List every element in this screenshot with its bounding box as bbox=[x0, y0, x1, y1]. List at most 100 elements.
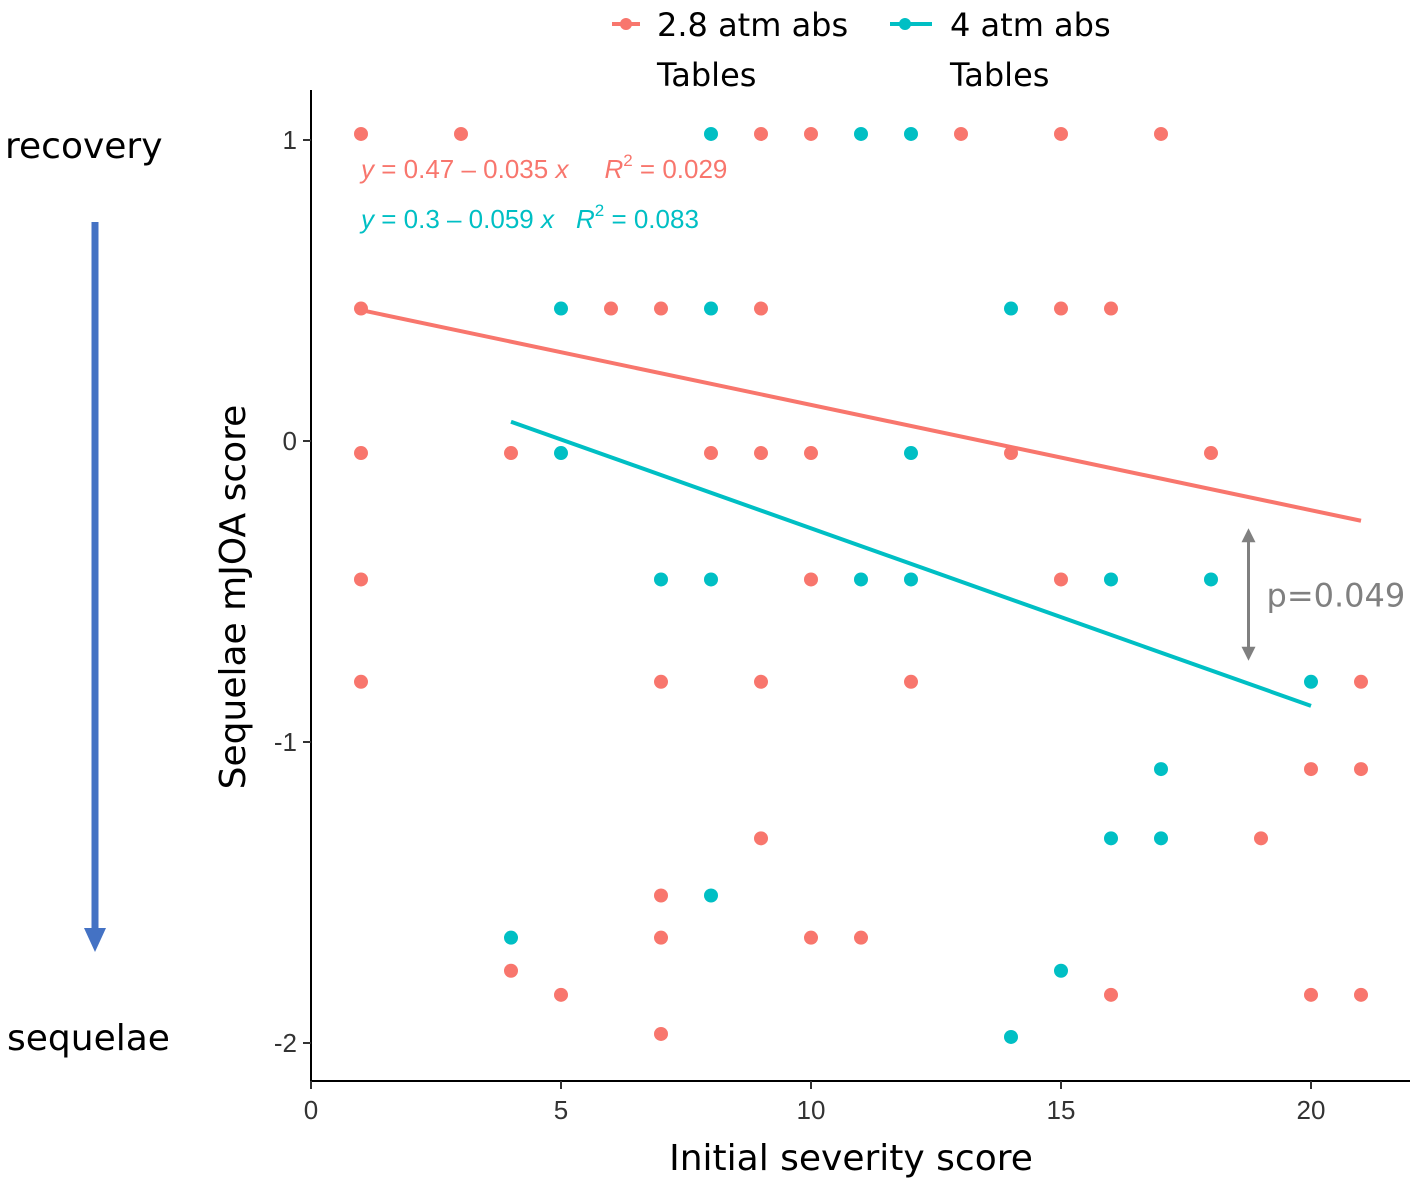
data-point-series-a bbox=[1054, 301, 1068, 316]
data-point-series-a bbox=[504, 446, 518, 461]
data-point-series-a bbox=[1054, 572, 1068, 587]
equation-b-r2-label: R bbox=[576, 204, 595, 234]
data-point-series-b bbox=[854, 126, 868, 141]
data-point-series-a bbox=[754, 301, 768, 316]
data-point-series-b bbox=[554, 301, 568, 316]
data-points bbox=[354, 126, 1368, 1044]
equation-b-r2-sup: 2 bbox=[595, 201, 604, 220]
equation-b-r2-value: = 0.083 bbox=[604, 204, 699, 234]
pvalue-annotation: p=0.049 bbox=[1241, 528, 1406, 661]
data-point-series-b bbox=[1304, 674, 1318, 689]
recovery-label: recovery bbox=[5, 126, 163, 167]
x-axis-title: Initial severity score bbox=[669, 1138, 1033, 1179]
x-tick-label: 0 bbox=[304, 1095, 318, 1125]
data-point-series-b bbox=[704, 126, 718, 141]
data-point-series-a bbox=[1104, 301, 1118, 316]
data-point-series-a bbox=[904, 674, 918, 689]
pvalue-text: p=0.049 bbox=[1267, 577, 1406, 615]
equation-a-r2-value: = 0.029 bbox=[633, 154, 728, 184]
equation-b: y = 0.3 – 0.059 x R2 = 0.083 bbox=[359, 201, 699, 234]
equation-a-lhs: y bbox=[359, 154, 376, 184]
data-point-series-b bbox=[854, 572, 868, 587]
data-point-series-a bbox=[1354, 674, 1368, 689]
x-tick-label: 5 bbox=[554, 1095, 568, 1125]
data-point-series-b bbox=[1154, 831, 1168, 846]
direction-arrow-head bbox=[84, 928, 106, 952]
data-point-series-a bbox=[954, 126, 968, 141]
x-ticks: 0 5 10 15 20 bbox=[304, 1081, 1326, 1125]
data-point-series-a bbox=[354, 446, 368, 461]
y-tick-label: -2 bbox=[274, 1028, 297, 1058]
data-point-series-a bbox=[804, 930, 818, 945]
data-point-series-b bbox=[1154, 762, 1168, 777]
data-point-series-b bbox=[904, 446, 918, 461]
x-tick-label: 20 bbox=[1297, 1095, 1326, 1125]
legend-label-b-line1: 4 atm abs bbox=[950, 6, 1111, 44]
data-point-series-a bbox=[654, 1026, 668, 1041]
data-point-series-a bbox=[804, 446, 818, 461]
x-tick-label: 10 bbox=[797, 1095, 826, 1125]
equation-b-var: x bbox=[539, 204, 555, 234]
data-point-series-b bbox=[654, 572, 668, 587]
y-tick-label: 0 bbox=[283, 426, 297, 456]
data-point-series-a bbox=[1154, 126, 1168, 141]
data-point-series-b bbox=[704, 301, 718, 316]
data-point-series-b bbox=[554, 446, 568, 461]
data-point-series-a bbox=[354, 572, 368, 587]
data-point-series-a bbox=[754, 446, 768, 461]
data-point-series-a bbox=[354, 301, 368, 316]
equation-a-var: x bbox=[553, 154, 569, 184]
sequelae-label: sequelae bbox=[7, 1018, 170, 1059]
data-point-series-b bbox=[1054, 963, 1068, 978]
data-point-series-a bbox=[1104, 987, 1118, 1002]
y-tick-label: 1 bbox=[283, 125, 297, 155]
data-point-series-a bbox=[604, 301, 618, 316]
data-point-series-a bbox=[1354, 987, 1368, 1002]
pvalue-arrowhead-bottom bbox=[1241, 646, 1256, 661]
data-point-series-a bbox=[804, 126, 818, 141]
data-point-series-b bbox=[1004, 1029, 1018, 1044]
data-point-series-a bbox=[654, 301, 668, 316]
data-point-series-b bbox=[704, 572, 718, 587]
data-point-series-a bbox=[704, 446, 718, 461]
data-point-series-a bbox=[654, 888, 668, 903]
data-point-series-b bbox=[1004, 301, 1018, 316]
legend-label-b-line2: Tables bbox=[949, 56, 1049, 94]
legend-label-a-line1: 2.8 atm abs bbox=[657, 6, 848, 44]
equation-b-rhs: = 0.3 – 0.059 bbox=[374, 204, 541, 234]
data-point-series-a bbox=[354, 126, 368, 141]
data-point-series-a bbox=[554, 987, 568, 1002]
data-point-series-a bbox=[804, 572, 818, 587]
data-point-series-a bbox=[654, 674, 668, 689]
data-point-series-b bbox=[1204, 572, 1218, 587]
y-ticks: -2 -1 0 1 bbox=[274, 125, 311, 1058]
data-point-series-b bbox=[504, 930, 518, 945]
legend: 2.8 atm abs Tables 4 atm abs Tables bbox=[612, 6, 1111, 94]
equation-a-r2-label: R bbox=[604, 154, 623, 184]
data-point-series-a bbox=[504, 963, 518, 978]
data-point-series-b bbox=[1104, 572, 1118, 587]
data-point-series-a bbox=[754, 126, 768, 141]
data-point-series-b bbox=[904, 126, 918, 141]
fit-line-series-a bbox=[360, 308, 1362, 523]
legend-label-a-line2: Tables bbox=[656, 56, 756, 94]
data-point-series-a bbox=[1054, 126, 1068, 141]
data-point-series-a bbox=[354, 674, 368, 689]
data-point-series-b bbox=[1104, 831, 1118, 846]
pvalue-arrowhead-top bbox=[1241, 528, 1256, 543]
y-tick-label: -1 bbox=[274, 727, 297, 757]
data-point-series-a bbox=[754, 674, 768, 689]
data-point-series-a bbox=[1354, 762, 1368, 777]
fit-line-series-b bbox=[510, 419, 1312, 708]
equation-a-rhs: = 0.47 – 0.035 bbox=[374, 154, 555, 184]
legend-swatch-dot-b bbox=[899, 18, 911, 30]
data-point-series-a bbox=[1004, 446, 1018, 461]
data-point-series-a bbox=[1304, 987, 1318, 1002]
data-point-series-a bbox=[754, 831, 768, 846]
data-point-series-a bbox=[654, 930, 668, 945]
equation-b-lhs: y bbox=[359, 204, 376, 234]
data-point-series-a bbox=[854, 930, 868, 945]
equation-a: y = 0.47 – 0.035 x R2 = 0.029 bbox=[359, 151, 727, 184]
fit-lines bbox=[360, 308, 1362, 708]
